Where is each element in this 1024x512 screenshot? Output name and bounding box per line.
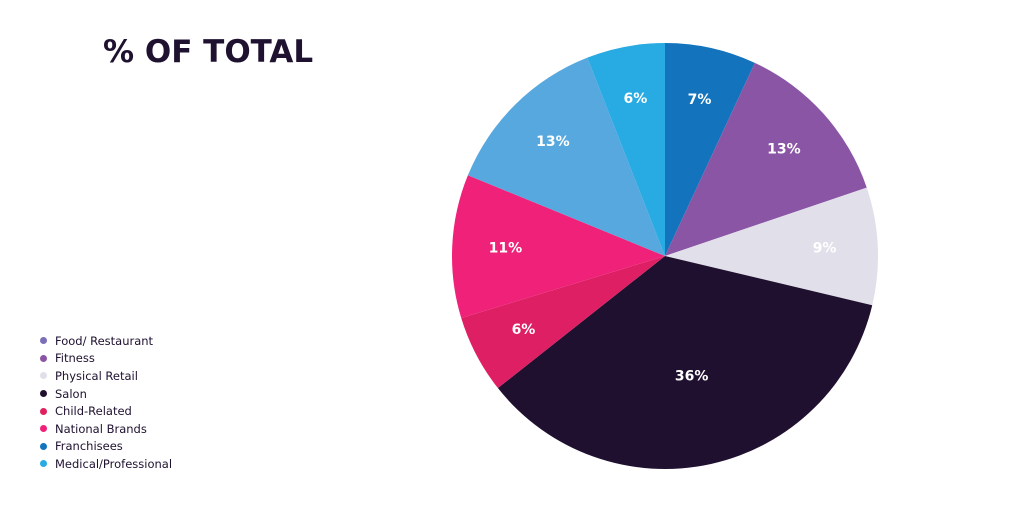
slice-data-label: 6%: [623, 91, 647, 107]
legend-swatch: [40, 390, 47, 398]
slice-data-label: 11%: [489, 241, 523, 257]
chart-legend: Food/ Restaurant Fitness Physical Retail Sa…: [40, 332, 172, 473]
slice-data-label: 7%: [688, 92, 712, 108]
legend-item: Medical/Professional: [40, 455, 172, 473]
pie-slice-food-restaurant: [467, 57, 665, 256]
legend-label: National Brands: [55, 421, 147, 436]
slice-data-label: 6%: [512, 322, 536, 338]
legend-label: Food/ Restaurant: [55, 333, 154, 348]
slice-data-label: 13%: [536, 134, 570, 150]
legend-swatch: [40, 337, 47, 345]
legend-swatch: [40, 372, 47, 380]
slice-data-label: 9%: [813, 241, 837, 257]
legend-item: Franchisees: [40, 438, 172, 456]
pie-slice-physical-retail: [665, 187, 879, 306]
legend-swatch: [40, 407, 47, 415]
legend-swatch: [40, 460, 47, 468]
legend-item: Child-Related: [40, 402, 172, 420]
pie-slice-child-related: [461, 256, 665, 389]
slice-data-label: 13%: [767, 141, 801, 157]
pie-slice-fitness: [665, 62, 867, 256]
pie-slice-national-brands: [451, 175, 665, 319]
chart-title: % OF TOTAL: [103, 34, 314, 70]
legend-label: Salon: [55, 386, 87, 401]
legend-swatch: [40, 354, 47, 362]
legend-item: National Brands: [40, 420, 172, 438]
legend-label: Fitness: [55, 351, 95, 366]
legend-item: Physical Retail: [40, 367, 172, 385]
legend-label: Physical Retail: [55, 368, 138, 383]
pie-slice-salon: [497, 256, 873, 469]
legend-item: Salon: [40, 385, 172, 403]
legend-swatch: [40, 425, 47, 433]
legend-item: Fitness: [40, 350, 172, 368]
legend-label: Child-Related: [55, 404, 132, 419]
legend-item: Food/ Restaurant: [40, 332, 172, 350]
legend-swatch: [40, 442, 47, 450]
pie-slice-medical-professional: [587, 43, 665, 256]
slice-data-label: 36%: [675, 369, 709, 385]
legend-label: Medical/Professional: [55, 456, 173, 471]
pie-slice-franchisees: [665, 43, 755, 256]
legend-label: Franchisees: [55, 439, 123, 454]
